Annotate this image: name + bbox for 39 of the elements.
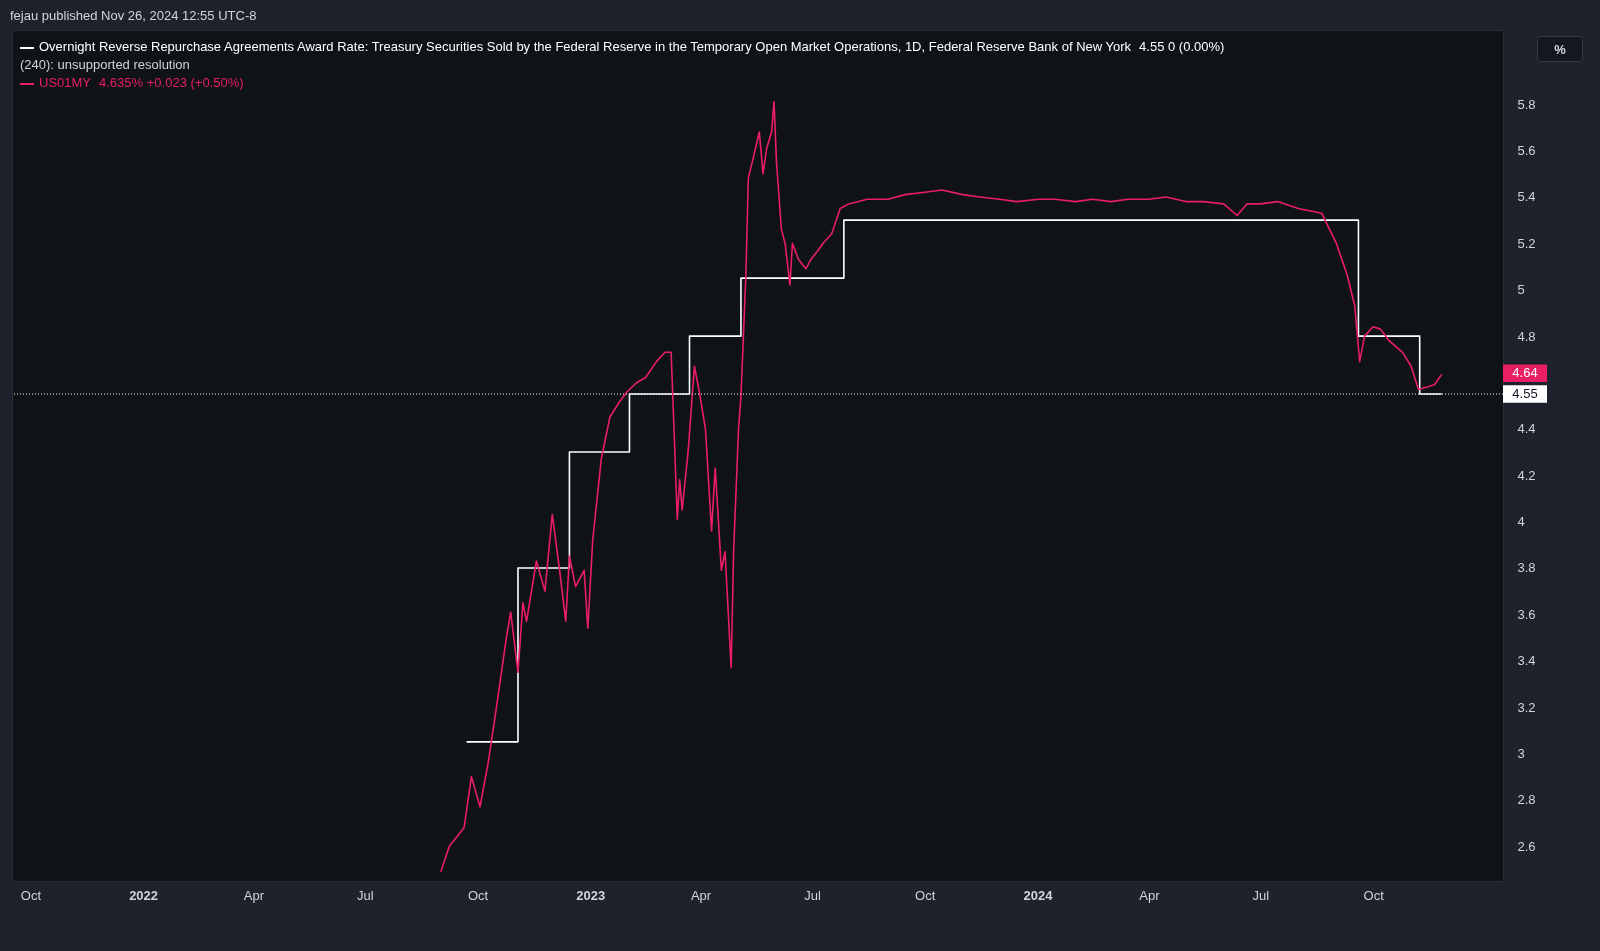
y-tick-label: 4.8 <box>1517 328 1536 344</box>
x-tick-label: Oct <box>915 887 936 903</box>
line-series <box>440 101 1443 873</box>
annotation: (240): unsupported resolution <box>20 57 190 72</box>
text: % <box>1537 36 1583 62</box>
y-tick-label: 3.4 <box>1517 653 1536 669</box>
y-tick-label: 5.4 <box>1517 189 1536 205</box>
chart-subtitle: fejau published Nov 26, 2024 12:55 UTC-8 <box>10 8 257 23</box>
x-tick-label: 2022 <box>129 887 159 903</box>
x-tick-label: Apr <box>690 887 712 903</box>
y-tick-label: 4.4 <box>1517 421 1536 437</box>
legend-label: Overnight Reverse Repurchase Agreements Award Rate: Treasury Securities Sold by the Federal Reserve in the Temporary Open Market Operations, 1D, Federal Reserve Bank of New York <box>39 39 1132 54</box>
x-tick-label: Jul <box>1252 887 1270 903</box>
x-tick-label: 2023 <box>576 887 606 903</box>
x-tick-label: Jul <box>357 887 374 903</box>
y-tick-label: 5.2 <box>1517 235 1536 251</box>
y-tick-label: 2.8 <box>1517 792 1536 808</box>
y-tick-label: 4.2 <box>1517 467 1536 483</box>
x-tick-label: Oct <box>467 887 489 903</box>
y-tick-label: 2.6 <box>1517 838 1536 854</box>
x-tick-label: 2024 <box>1023 887 1054 903</box>
y-tick-label: 5.6 <box>1517 143 1536 159</box>
annotation: 4.64 <box>1512 365 1538 381</box>
x-tick-label: Apr <box>243 887 265 903</box>
x-tick-label: Oct <box>1363 887 1385 903</box>
y-tick-label: 3.8 <box>1517 560 1536 576</box>
x-tick-label: Oct <box>20 887 42 903</box>
y-tick-label: 3.6 <box>1517 606 1536 622</box>
x-tick-label: Apr <box>1139 887 1161 903</box>
y-tick-label: 5.8 <box>1517 96 1536 112</box>
ref-line-label: 4.55 <box>1512 386 1538 402</box>
y-tick-label: 3.2 <box>1517 699 1536 715</box>
x-tick-label: Jul <box>804 887 821 903</box>
y-tick-label: 3 <box>1517 745 1525 761</box>
annotation: 4.55 0 (0.00%) <box>1139 39 1225 54</box>
y-tick-label: 4 <box>1517 514 1525 530</box>
legend-label: US01MY <box>39 75 92 90</box>
annotation: 4.635% +0.023 (+0.50%) <box>99 75 244 90</box>
y-tick-label: 5 <box>1517 282 1525 298</box>
